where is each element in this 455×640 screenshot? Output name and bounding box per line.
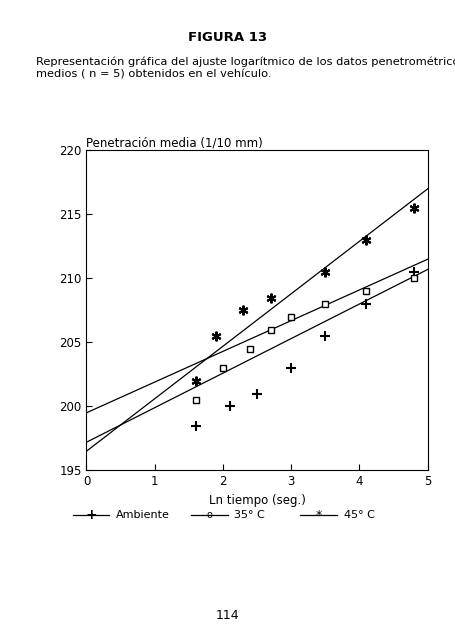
Text: o: o xyxy=(207,510,212,520)
35° C xyxy=(268,326,273,333)
35° C xyxy=(364,287,369,295)
Text: Ambiente: Ambiente xyxy=(116,510,170,520)
Line: 45° C: 45° C xyxy=(191,203,419,386)
35° C xyxy=(288,313,294,321)
35° C xyxy=(220,364,226,372)
45° C xyxy=(411,204,417,212)
35° C xyxy=(411,275,417,282)
Text: +: + xyxy=(85,508,97,522)
X-axis label: Ln tiempo (seg.): Ln tiempo (seg.) xyxy=(209,494,305,507)
Text: 45° C: 45° C xyxy=(344,510,374,520)
Ambiente xyxy=(288,364,294,372)
35° C xyxy=(193,396,198,404)
Text: medios ( n = 5) obtenidos en el vehículo.: medios ( n = 5) obtenidos en el vehículo… xyxy=(36,69,272,79)
35° C xyxy=(323,300,328,308)
Text: Penetración media (1/10 mm): Penetración media (1/10 mm) xyxy=(86,136,263,149)
45° C xyxy=(323,268,328,276)
Text: *: * xyxy=(315,509,322,522)
Ambiente xyxy=(254,390,260,397)
Text: Representación gráfica del ajuste logarítmico de los datos penetrométricos: Representación gráfica del ajuste logarí… xyxy=(36,56,455,67)
45° C xyxy=(193,377,198,385)
Ambiente xyxy=(364,300,369,308)
45° C xyxy=(213,332,219,340)
Text: FIGURA 13: FIGURA 13 xyxy=(188,31,267,44)
Ambiente xyxy=(411,268,417,276)
Text: 114: 114 xyxy=(216,609,239,622)
Line: 35° C: 35° C xyxy=(192,275,417,403)
Text: 35° C: 35° C xyxy=(234,510,265,520)
45° C xyxy=(364,236,369,244)
Ambiente xyxy=(193,422,198,429)
35° C xyxy=(248,345,253,353)
45° C xyxy=(268,294,273,301)
45° C xyxy=(241,307,246,314)
Ambiente xyxy=(227,403,233,410)
Line: Ambiente: Ambiente xyxy=(191,267,419,431)
Ambiente xyxy=(323,332,328,340)
